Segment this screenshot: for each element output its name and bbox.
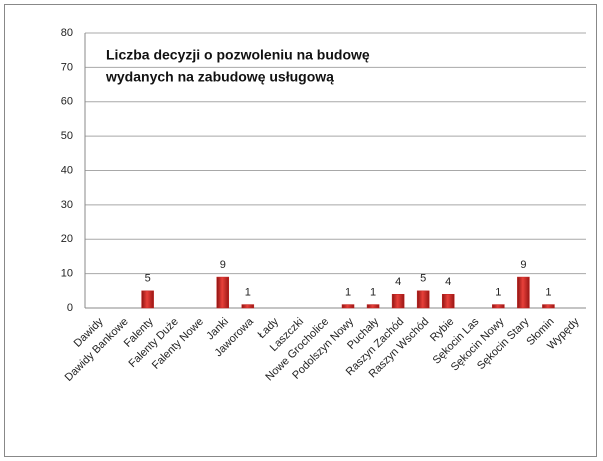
- bar: [492, 304, 505, 309]
- data-label: 5: [420, 273, 426, 285]
- data-label: 1: [345, 286, 351, 298]
- y-tick-label: 70: [61, 61, 73, 73]
- bar: [141, 290, 154, 309]
- y-tick-label: 0: [67, 302, 73, 314]
- chart-border: [4, 4, 597, 457]
- data-label: 1: [545, 286, 551, 298]
- data-label: 1: [245, 286, 251, 298]
- y-tick-label: 40: [61, 164, 73, 176]
- y-tick-label: 50: [61, 130, 73, 142]
- bar: [366, 304, 380, 309]
- bar: [542, 304, 555, 309]
- chart-title: wydanych na zabudowę usługową: [105, 69, 334, 85]
- data-label: 1: [495, 286, 501, 298]
- bar: [216, 276, 230, 309]
- y-tick-label: 30: [61, 199, 73, 211]
- bar: [241, 304, 255, 309]
- bar: [416, 290, 430, 309]
- bar: [517, 276, 530, 309]
- chart-title: Liczba decyzji o pozwoleniu na budowę: [106, 47, 370, 63]
- y-tick-label: 80: [61, 27, 73, 39]
- y-tick-label: 60: [61, 96, 73, 108]
- data-label: 9: [220, 259, 226, 271]
- data-label: 1: [370, 286, 376, 298]
- data-label: 4: [395, 276, 401, 288]
- data-label: 5: [145, 273, 151, 285]
- bar: [441, 294, 455, 309]
- bar: [391, 294, 405, 309]
- data-label: 9: [520, 259, 526, 271]
- data-label: 4: [445, 276, 451, 288]
- y-tick-label: 20: [61, 233, 73, 245]
- y-tick-label: 10: [61, 268, 73, 280]
- bar: [341, 304, 355, 309]
